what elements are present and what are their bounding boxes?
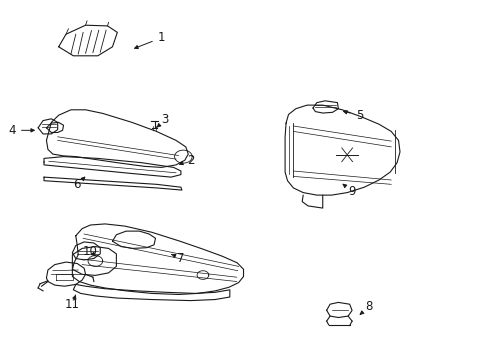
Text: 9: 9 (343, 184, 355, 198)
Text: 8: 8 (360, 300, 372, 314)
Text: 10: 10 (83, 245, 98, 258)
Text: 5: 5 (343, 109, 363, 122)
Text: 4: 4 (8, 124, 34, 137)
Text: 1: 1 (134, 31, 165, 49)
Text: 2: 2 (179, 154, 194, 167)
Text: 11: 11 (65, 295, 80, 311)
Text: 3: 3 (157, 113, 169, 127)
Text: 6: 6 (73, 177, 84, 191)
Text: 7: 7 (171, 252, 184, 265)
